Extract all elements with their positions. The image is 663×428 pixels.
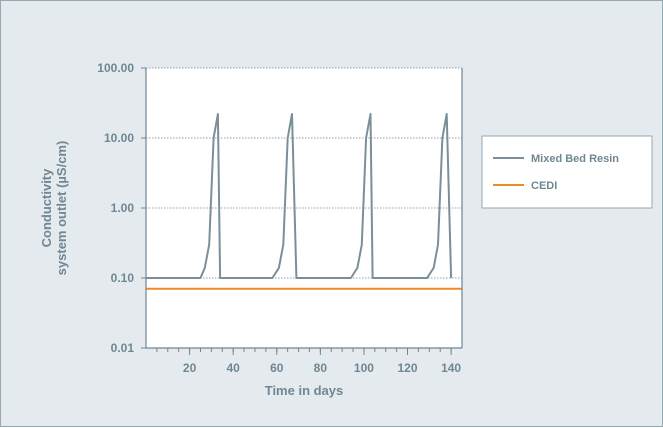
x-tick-label: 80 [314,361,328,375]
y-axis-title-line2: system outlet (µS/cm) [54,141,69,276]
y-axis-title-line1: Conductivity [39,168,54,247]
x-tick-label: 120 [398,361,418,375]
y-tick-label: 0.01 [111,341,135,355]
y-tick-label: 100.00 [97,61,134,75]
y-tick-label: 1.00 [111,201,135,215]
legend-label-mixed-bed-resin: Mixed Bed Resin [531,153,619,165]
y-tick-label: 0.10 [111,271,135,285]
x-tick-label: 20 [183,361,197,375]
x-tick-label: 100 [354,361,374,375]
legend-box [481,135,653,209]
plot-area [146,68,462,348]
y-tick-label: 10.00 [104,131,134,145]
legend-label-cedi: CEDI [531,180,557,192]
x-axis-title: Time in days [265,383,344,398]
x-tick-label: 40 [226,361,240,375]
series-line-mixed-bed-resin [146,113,453,279]
legend: Mixed Bed Resin CEDI [481,135,653,209]
x-tick-label: 60 [270,361,284,375]
x-tick-label: 140 [441,361,461,375]
